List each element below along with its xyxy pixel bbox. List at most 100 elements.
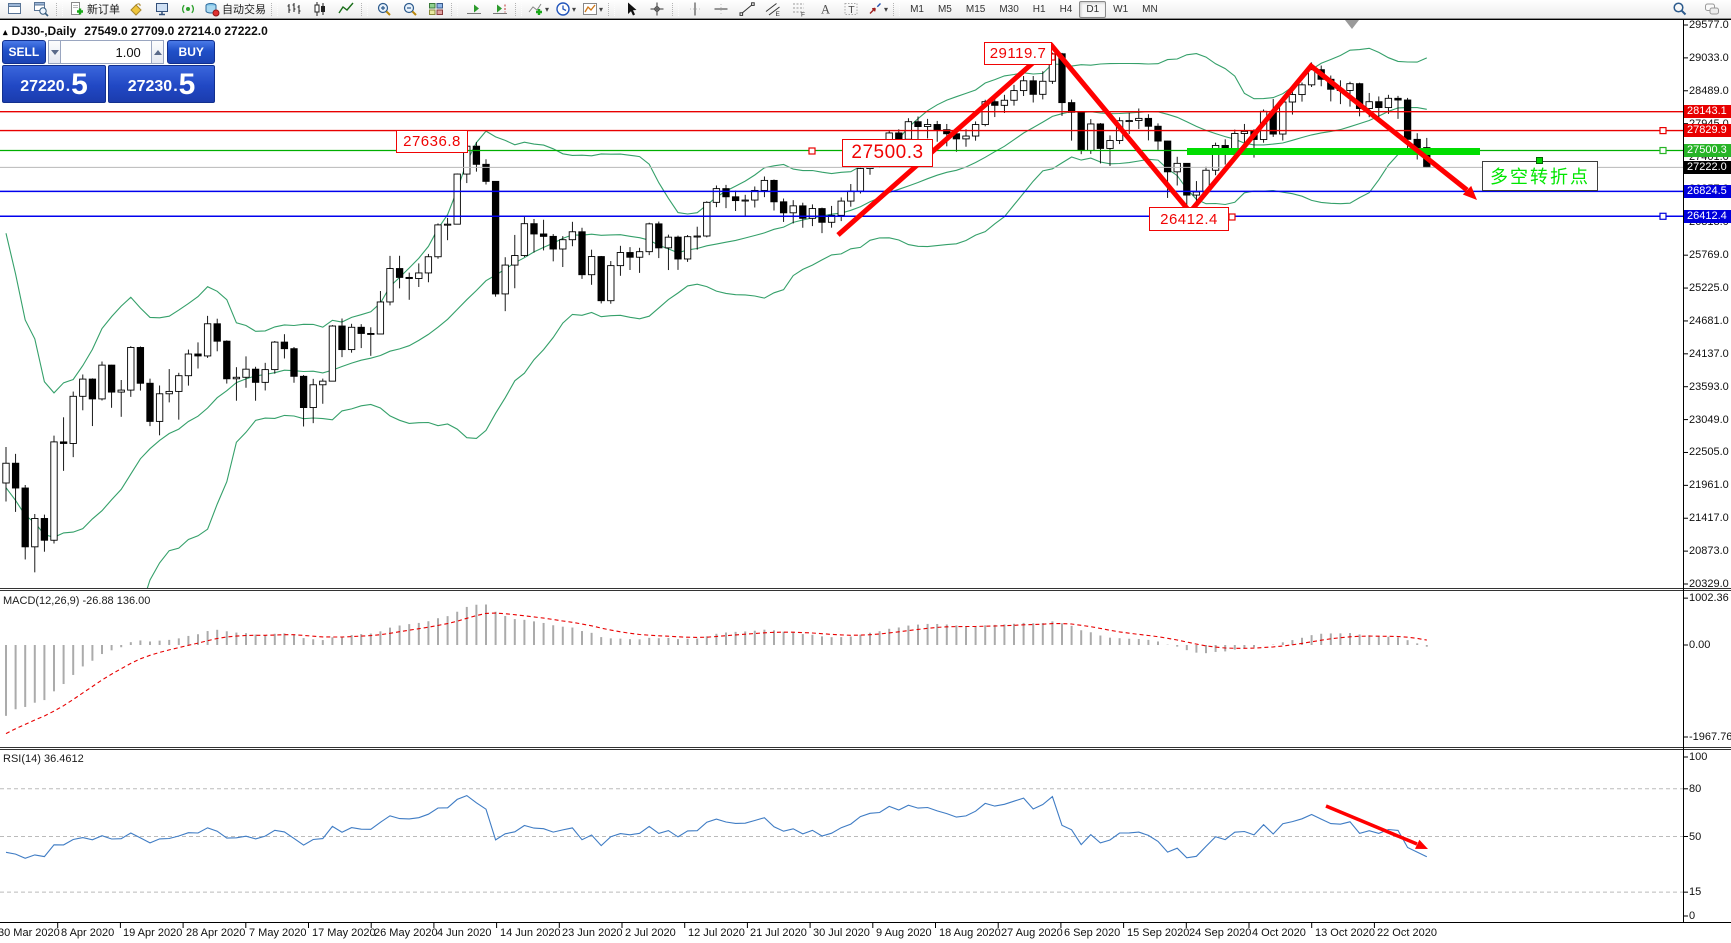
text-tool[interactable]: A <box>812 0 838 19</box>
zoom-in[interactable] <box>371 0 397 19</box>
price-badge: 27500.3 <box>1684 144 1731 157</box>
sell-price-pip: 5 <box>71 68 88 101</box>
textT-icon: T <box>843 1 859 17</box>
new-order-button-label: 新订单 <box>87 4 120 16</box>
dropdown-caret-icon: ▾ <box>545 4 550 14</box>
price-annotation[interactable]: 27636.8 <box>396 130 468 153</box>
timeframe-m1[interactable]: M1 <box>910 3 924 15</box>
svg-text:T: T <box>848 4 855 16</box>
date-axis-label: 9 Aug 2020 <box>876 927 932 939</box>
chartshift-icon <box>492 1 508 17</box>
price-axis-label: 20329.0 <box>1689 578 1729 590</box>
date-axis-label: 13 Oct 2020 <box>1315 927 1375 939</box>
horizontal-line-tool[interactable] <box>708 0 734 19</box>
rsi-axis-label: 15 <box>1689 886 1702 898</box>
price-annotation[interactable]: 26412.4 <box>1149 207 1229 231</box>
news-sound[interactable] <box>175 0 201 19</box>
macd-signal-value: 136.00 <box>116 595 151 607</box>
text-label-handle[interactable] <box>1536 157 1543 164</box>
timeframe-w1[interactable]: W1 <box>1113 3 1129 15</box>
date-axis-label: 15 Sep 2020 <box>1127 927 1190 939</box>
price-axis-label: 29033.0 <box>1689 52 1729 64</box>
styler-bucket[interactable] <box>123 0 149 19</box>
profile-window[interactable] <box>28 0 54 19</box>
timeframe-h4[interactable]: H4 <box>1059 3 1073 15</box>
new-order-button[interactable]: 新订单 <box>66 0 123 19</box>
price-badge: 26412.4 <box>1684 210 1731 223</box>
trend-text-label[interactable]: 多空转折点 <box>1482 161 1598 191</box>
search-button[interactable] <box>1667 0 1693 19</box>
channel-icon: E <box>765 1 781 17</box>
date-axis-label: 2 Jul 2020 <box>625 927 676 939</box>
cursor-tool[interactable] <box>618 0 644 19</box>
price-axis-label: 22505.0 <box>1689 446 1729 458</box>
bars-icon <box>286 1 302 17</box>
rsi-axis-label: 50 <box>1689 831 1702 843</box>
price-axis-label: 25225.0 <box>1689 282 1729 294</box>
vertical-line-tool[interactable] <box>682 0 708 19</box>
sell-button[interactable]: SELL <box>2 40 46 64</box>
timeframe-d1[interactable]: D1 <box>1079 0 1107 18</box>
auto-scroll[interactable] <box>461 0 487 19</box>
date-axis-label: 6 Sep 2020 <box>1064 927 1121 939</box>
timeframe-h1[interactable]: H1 <box>1032 3 1046 15</box>
svg-text:F: F <box>801 12 805 18</box>
new-window[interactable] <box>2 0 28 19</box>
volume-increase-button[interactable] <box>150 40 165 64</box>
clock-icon <box>555 1 571 17</box>
chart-symbol-label: DJ30-,Daily <box>11 24 77 38</box>
terminal-window[interactable] <box>149 0 175 19</box>
win-icon <box>7 1 23 17</box>
chart-shift[interactable] <box>487 0 513 19</box>
date-axis-label: 22 Oct 2020 <box>1377 927 1437 939</box>
sell-price-box[interactable]: 27220. 5 <box>2 65 107 103</box>
volume-decrease-button[interactable] <box>47 40 62 64</box>
timeframe-m30[interactable]: M30 <box>999 3 1019 15</box>
tline-icon <box>739 1 755 17</box>
zoom-out[interactable] <box>397 0 423 19</box>
indplus-icon <box>528 1 544 17</box>
hline-icon <box>713 1 729 17</box>
sell-price-dot: . <box>65 78 71 95</box>
price-badge: 26824.5 <box>1684 185 1731 198</box>
timeframe-m5[interactable]: M5 <box>937 3 952 15</box>
text-label-tool[interactable]: T <box>838 0 864 19</box>
community-chat-button[interactable] <box>1699 0 1725 19</box>
arrows-tool[interactable]: ▾ <box>864 0 891 19</box>
date-axis-label: 4 Oct 2020 <box>1252 927 1306 939</box>
macd-main-value: -26.88 <box>82 595 114 607</box>
date-axis-label: 12 Jul 2020 <box>688 927 745 939</box>
date-axis-label: 27 Aug 2020 <box>1001 927 1063 939</box>
equidistant-channel-tool[interactable]: E <box>760 0 786 19</box>
linechart-icon <box>338 1 354 17</box>
fibo-icon: F <box>791 1 807 17</box>
crosshair-tool[interactable] <box>644 0 670 19</box>
buy-button[interactable]: BUY <box>167 40 215 64</box>
chevron-down-icon <box>50 49 59 55</box>
buy-price-box[interactable]: 27230. 5 <box>108 65 215 103</box>
buy-price-main: 27230 <box>127 78 173 95</box>
timeframe-mn[interactable]: MN <box>1142 3 1158 15</box>
date-axis-label: 26 May 2020 <box>374 927 438 939</box>
timeframe-m15[interactable]: M15 <box>965 3 986 15</box>
textA-icon: A <box>817 1 833 17</box>
periods-list[interactable]: ▾ <box>552 0 579 19</box>
autoscroll-icon <box>466 1 482 17</box>
line-chart-mode[interactable] <box>333 0 359 19</box>
monitor-icon <box>154 1 170 17</box>
volume-input[interactable]: 1.00 <box>61 40 151 64</box>
price-axis-label: 28489.0 <box>1689 85 1729 97</box>
autotrading-button[interactable]: 自动交易 <box>201 0 269 19</box>
indicators-list[interactable]: ▾ <box>525 0 552 19</box>
fibonacci-tool[interactable]: F <box>786 0 812 19</box>
templates-list[interactable]: ▾ <box>579 0 606 19</box>
zoomout-icon <box>402 1 418 17</box>
tile-windows[interactable] <box>423 0 449 19</box>
price-annotation[interactable]: 29119.7 <box>984 42 1052 65</box>
candlestick-mode[interactable] <box>307 0 333 19</box>
macd-indicator-label: MACD(12,26,9) -26.88 136.00 <box>3 595 151 607</box>
trendline-tool[interactable] <box>734 0 760 19</box>
bar-chart-mode[interactable] <box>281 0 307 19</box>
price-annotation[interactable]: 27500.3 <box>842 139 933 167</box>
